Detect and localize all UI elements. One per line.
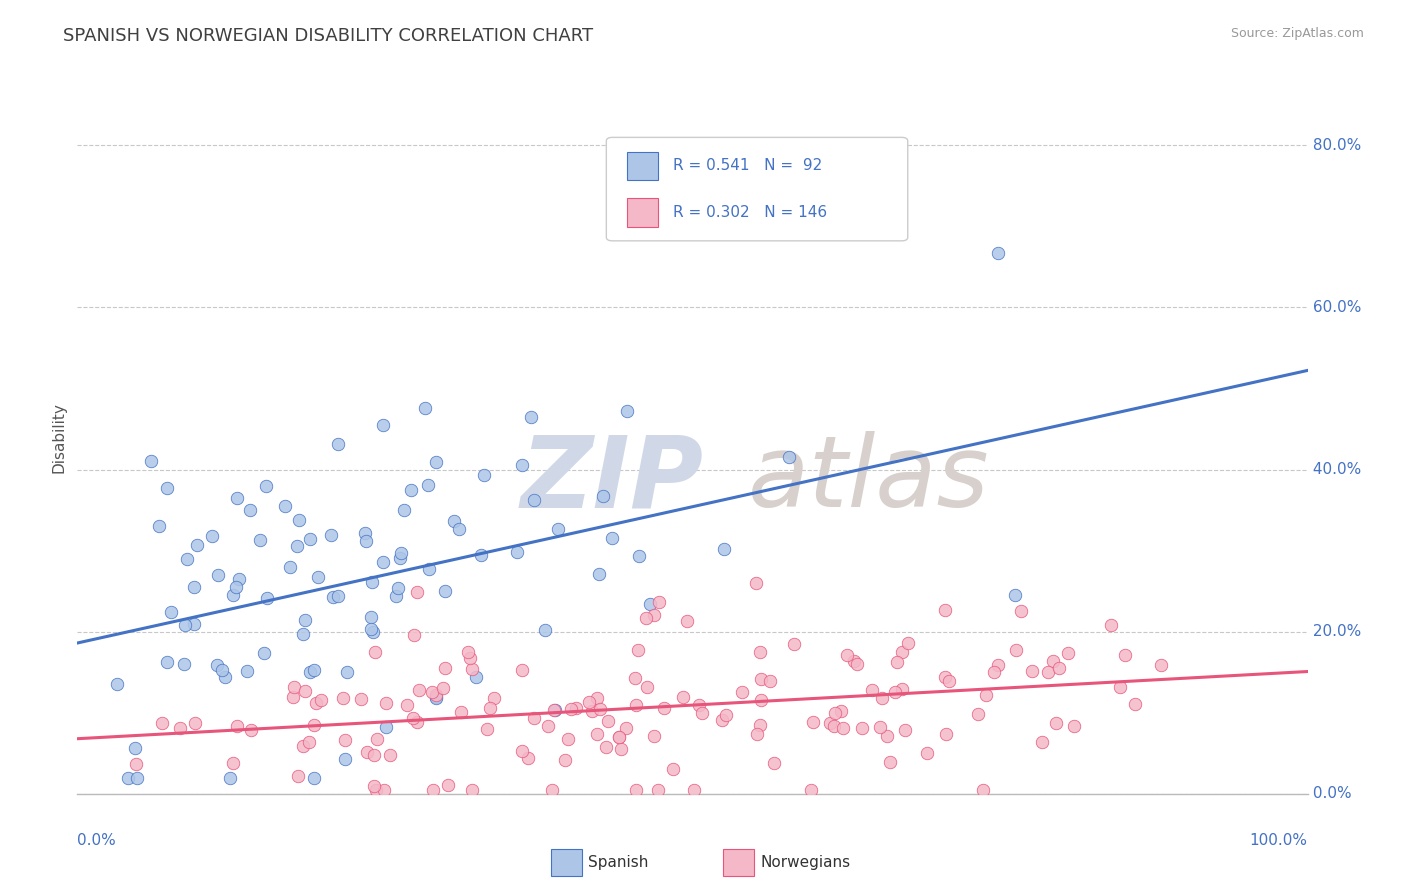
FancyBboxPatch shape bbox=[551, 849, 582, 876]
Text: 100.0%: 100.0% bbox=[1250, 833, 1308, 848]
Text: R = 0.541   N =  92: R = 0.541 N = 92 bbox=[673, 159, 823, 173]
Text: atlas: atlas bbox=[748, 432, 990, 528]
Text: ZIP: ZIP bbox=[520, 432, 703, 528]
Text: SPANISH VS NORWEGIAN DISABILITY CORRELATION CHART: SPANISH VS NORWEGIAN DISABILITY CORRELAT… bbox=[63, 27, 593, 45]
Text: 60.0%: 60.0% bbox=[1308, 300, 1361, 315]
Text: Norwegians: Norwegians bbox=[761, 855, 851, 870]
Text: 80.0%: 80.0% bbox=[1308, 137, 1361, 153]
Y-axis label: Disability: Disability bbox=[51, 401, 66, 473]
Text: 0.0%: 0.0% bbox=[1308, 787, 1351, 801]
FancyBboxPatch shape bbox=[627, 198, 658, 227]
FancyBboxPatch shape bbox=[606, 137, 908, 241]
FancyBboxPatch shape bbox=[627, 152, 658, 180]
Text: R = 0.302   N = 146: R = 0.302 N = 146 bbox=[673, 205, 827, 219]
FancyBboxPatch shape bbox=[723, 849, 754, 876]
Text: 40.0%: 40.0% bbox=[1308, 462, 1361, 477]
Text: Spanish: Spanish bbox=[588, 855, 648, 870]
Text: 0.0%: 0.0% bbox=[77, 833, 117, 848]
Text: Source: ZipAtlas.com: Source: ZipAtlas.com bbox=[1230, 27, 1364, 40]
Text: 20.0%: 20.0% bbox=[1308, 624, 1361, 640]
